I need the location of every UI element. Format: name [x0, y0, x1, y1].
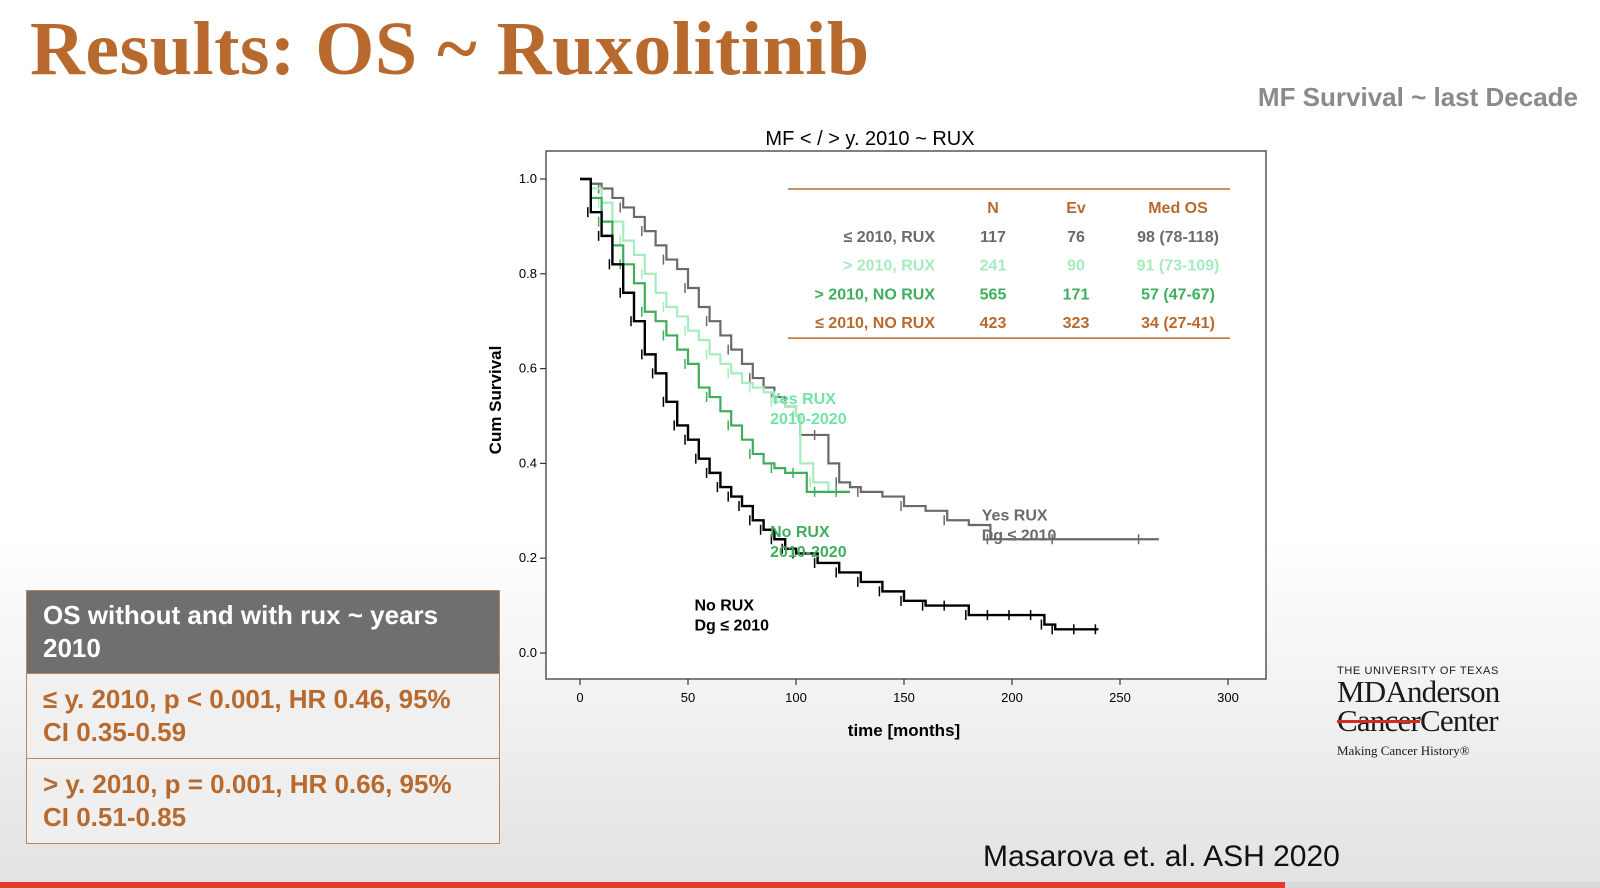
legend-table-cell: 91 (73-109): [1137, 258, 1220, 275]
logo-center-word: Center: [1419, 703, 1499, 738]
legend-table-cell: 565: [980, 286, 1007, 303]
curve-label-line: 2010-2020: [770, 411, 847, 428]
mdanderson-logo: THE UNIVERSITY OF TEXAS MDAnderson Cance…: [1337, 665, 1500, 759]
plot-frame: [545, 150, 1267, 680]
legend-table-row-label: ≤ 2010, NO RUX: [815, 315, 935, 332]
legend-table-cell: 117: [980, 229, 1006, 246]
x-tick-label: 0: [576, 690, 583, 705]
curve-label-line: Yes RUX: [770, 391, 836, 408]
legend-table-cell: 423: [980, 315, 1007, 332]
x-tick-label: 100: [785, 690, 807, 705]
legend-table-cell: 241: [980, 258, 1007, 275]
y-tick-label: 0.4: [519, 455, 537, 470]
x-tick-label: 150: [893, 690, 915, 705]
logo-name-line: MDAnderson: [1337, 674, 1500, 709]
logo-strike-word: Cancer: [1337, 703, 1421, 738]
slide-subtitle: MF Survival ~ last Decade: [1257, 82, 1578, 112]
legend-table-header: N: [987, 200, 999, 217]
curve-label-line: No RUX: [694, 597, 754, 614]
x-axis-label: time [months]: [848, 721, 960, 740]
chart-title: MF < / > y. 2010 ~ RUX: [765, 128, 974, 150]
curve-label-4: No RUX Dg ≤ 2010: [694, 597, 769, 634]
y-tick-label: 0.8: [519, 266, 537, 281]
y-axis-label: Cum Survival: [486, 346, 505, 455]
legend-table-row-label: > 2010, RUX: [843, 258, 935, 275]
y-tick-label: 0.2: [519, 550, 537, 565]
x-tick-label: 250: [1109, 690, 1131, 705]
curve-label-line: No RUX: [770, 524, 830, 541]
x-tick-label: 300: [1217, 690, 1239, 705]
legend-table-header: Ev: [1066, 200, 1086, 217]
curve-label-line: 2010-2020: [770, 544, 847, 561]
curve-label-3: No RUX 2010-2020: [770, 524, 847, 561]
os-summary-box: OS without and with rux ~ years 2010 ≤ y…: [26, 590, 500, 844]
legend-table-header: Med OS: [1148, 200, 1208, 217]
legend-table-cell: 57 (47-67): [1141, 286, 1215, 303]
legend-table-cell: 323: [1063, 315, 1090, 332]
slide-title: Results: OS ~ Ruxolitinib: [30, 7, 870, 91]
logo-tagline: Making Cancer History®: [1337, 743, 1470, 758]
curve-label-line: Dg ≤ 2010: [982, 527, 1057, 544]
legend-table-cell: 98 (78-118): [1137, 229, 1219, 246]
os-summary-header: OS without and with rux ~ years 2010: [27, 591, 499, 673]
curve-label-1: Yes RUX 2010-2020: [770, 391, 847, 428]
legend-table-cell: 90: [1067, 258, 1085, 275]
progress-bar: [0, 882, 1600, 888]
os-summary-row-gt2010: > y. 2010, p = 0.001, HR 0.66, 95% CI 0.…: [27, 758, 499, 843]
logo-university-line: THE UNIVERSITY OF TEXAS: [1337, 665, 1499, 677]
os-summary-row-le2010: ≤ y. 2010, p < 0.001, HR 0.46, 95% CI 0.…: [27, 673, 499, 758]
legend-table-cell: 34 (27-41): [1141, 315, 1215, 332]
survival-curve-2: [580, 177, 850, 493]
survival-curve-3: [580, 177, 850, 493]
x-tick-label: 200: [1001, 690, 1023, 705]
y-tick-label: 1.0: [519, 171, 537, 186]
y-tick-label: 0.6: [519, 361, 537, 376]
x-tick-label: 50: [681, 690, 695, 705]
curve-label-line: Dg ≤ 2010: [694, 617, 769, 634]
curve-label-2: Yes RUX Dg ≤ 2010: [982, 507, 1057, 544]
legend-table-cell: 76: [1067, 229, 1085, 246]
curve-label-line: Yes RUX: [982, 507, 1048, 524]
citation: Masarova et. al. ASH 2020: [983, 840, 1340, 873]
logo-center-line: CancerCenter: [1337, 705, 1500, 736]
survival-curve-4: [580, 177, 1099, 631]
y-tick-label: 0.0: [519, 645, 537, 660]
legend-table-row-label: > 2010, NO RUX: [815, 286, 936, 303]
legend-table-cell: 171: [1063, 286, 1090, 303]
legend-table-row-label: ≤ 2010, RUX: [844, 229, 936, 246]
